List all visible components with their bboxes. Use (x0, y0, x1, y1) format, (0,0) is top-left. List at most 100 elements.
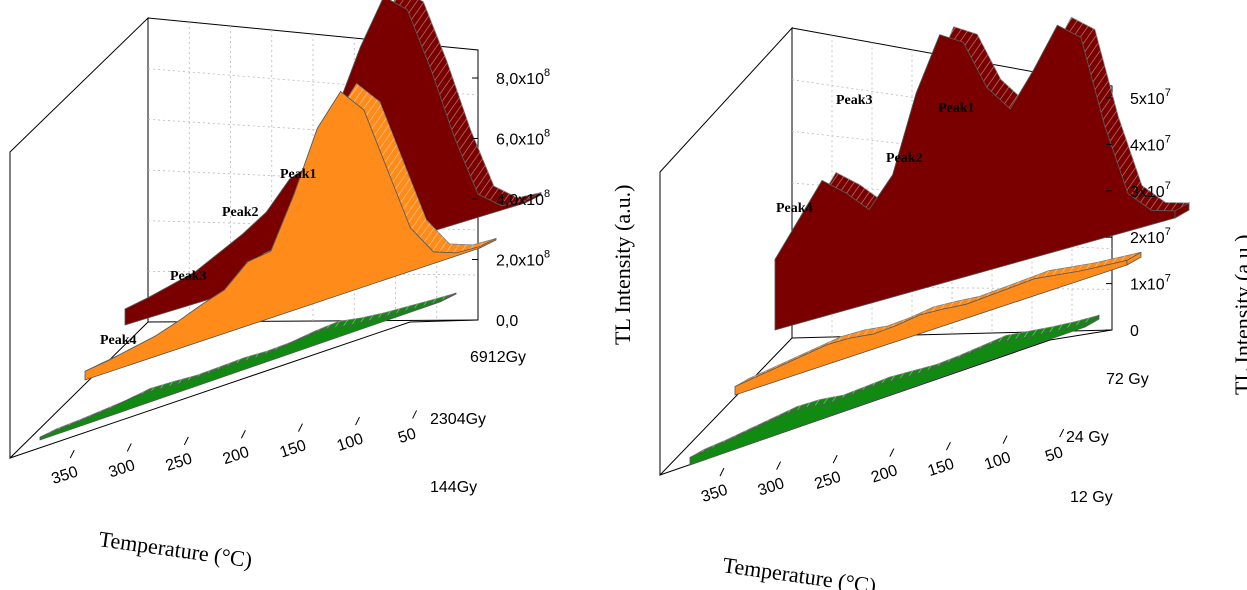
x-tick-label: 200 (869, 462, 900, 486)
left-peak1-label: Peak1 (280, 167, 317, 182)
series-end-cap (524, 192, 542, 204)
series-front-face (774, 24, 1176, 331)
x-tick: 100 (982, 435, 1013, 474)
z-tick-exponent: 7 (1165, 87, 1171, 99)
x-tick-mark (412, 410, 418, 419)
left-peak3-label: Peak3 (170, 269, 207, 284)
z-tick-exponent: 8 (544, 67, 550, 79)
z-tick-label: 2,0x108 (496, 249, 550, 270)
x-tick-mark (69, 449, 75, 459)
series-label: 12 Gy (1070, 489, 1113, 506)
x-tick: 350 (50, 449, 81, 488)
z-tick-label: 4,0x108 (496, 188, 550, 209)
series-front-face (689, 322, 1086, 466)
z-tick-label: 4x107 (1130, 133, 1171, 154)
x-tick: 200 (221, 430, 251, 468)
series-label: 2304Gy (430, 411, 486, 428)
x-tick-mark (889, 448, 895, 457)
z-tick: 0 (1106, 323, 1139, 340)
series-front-face (39, 300, 441, 441)
z-tick: 3x107 (1106, 180, 1171, 201)
x-tick-mark (945, 441, 951, 451)
left-waterfall-chart: 350 300 250 200 150 100 50 0,0 2,0x108 4,0x108 6,… (9, 0, 635, 572)
series-ribbon-hatch (40, 293, 456, 438)
x-tick-mark (126, 443, 132, 452)
grid-line (791, 285, 1113, 290)
x-tick-label: 100 (335, 431, 366, 455)
x-tick-label: 250 (164, 450, 195, 474)
series-end-cap (1126, 251, 1142, 266)
x-tick-label: 250 (812, 469, 843, 493)
x-tick-label: 350 (50, 464, 81, 488)
x-tick-label: 50 (1043, 444, 1065, 466)
right-peak3-label: Peak3 (836, 93, 873, 108)
right-peak2-label: Peak2 (886, 151, 923, 166)
series-end-cap (1174, 202, 1190, 219)
right-z-axis-ticks: 0 1x107 2x107 3x107 4x107 5x107 (1106, 87, 1171, 340)
left-series-labels: 6912Gy 2304Gy 144Gy (430, 349, 526, 496)
series-label: 24 Gy (1066, 429, 1109, 446)
left-x-axis-ticks: 350 300 250 200 150 100 50 (50, 410, 418, 488)
x-tick-label: 150 (926, 456, 957, 480)
x-tick: 150 (278, 423, 309, 462)
x-tick: 200 (869, 448, 900, 487)
series-label: 6912Gy (470, 349, 526, 366)
series-end-cap (439, 292, 457, 303)
z-tick-label: 3x107 (1130, 180, 1171, 201)
left-series (39, 0, 542, 441)
series-end-cap (1084, 314, 1100, 328)
series-ribbon-hatch (775, 17, 1189, 260)
x-tick-label: 50 (396, 425, 418, 447)
series-end-cap (479, 237, 497, 249)
z-tick-label: 0 (1130, 323, 1139, 340)
x-tick-mark (240, 430, 246, 439)
x-tick-label: 150 (278, 437, 309, 461)
left-y-axis-title: TL Intensity (a.u.) (610, 185, 635, 345)
x-tick-mark (355, 416, 360, 426)
z-tick: 2x107 (1106, 226, 1171, 247)
series-front-face (84, 90, 481, 381)
z-tick-label: 5x107 (1130, 87, 1171, 108)
x-tick: 250 (812, 454, 843, 493)
z-tick-label: 8,0x108 (496, 67, 550, 88)
right-y-axis-title: TL Intensity (a.u.) (1230, 235, 1247, 395)
x-tick-mark (719, 467, 725, 477)
x-tick: 350 (699, 467, 730, 506)
z-tick: 5x107 (1106, 87, 1171, 108)
left-peak2-label: Peak2 (222, 205, 259, 220)
z-tick-label: 6,0x108 (496, 128, 550, 149)
z-tick-exponent: 7 (1165, 226, 1171, 238)
series-front-face (734, 259, 1128, 396)
left-peak4-label: Peak4 (100, 333, 137, 348)
z-tick: 2,0x108 (472, 249, 550, 270)
series-label: 72 Gy (1106, 371, 1149, 388)
right-waterfall-chart: 350 300 250 200 150 100 50 0 1x107 2x107 3x107 4x1… (659, 16, 1247, 590)
z-tick-exponent: 7 (1165, 180, 1171, 192)
z-tick-exponent: 7 (1165, 133, 1171, 145)
x-tick-mark (776, 461, 782, 470)
z-tick: 4,0x108 (472, 188, 550, 209)
x-tick: 100 (335, 416, 366, 455)
x-tick: 300 (107, 443, 138, 481)
z-tick: 4x107 (1106, 133, 1171, 154)
right-peak4-label: Peak4 (776, 201, 813, 216)
x-tick-label: 300 (107, 457, 138, 481)
x-tick: 50 (1043, 428, 1065, 466)
z-tick: 6,0x108 (472, 128, 550, 149)
z-tick-label: 2x107 (1130, 226, 1171, 247)
x-tick-mark (1002, 435, 1008, 444)
x-tick: 50 (396, 410, 418, 447)
series-ribbon-hatch (690, 315, 1099, 458)
z-tick-exponent: 8 (544, 249, 550, 261)
z-tick-exponent: 7 (1165, 273, 1171, 285)
x-tick-label: 300 (756, 475, 787, 499)
x-tick: 300 (756, 461, 787, 500)
series-label: 144Gy (430, 479, 477, 496)
z-tick: 1x107 (1106, 273, 1171, 294)
right-x-axis-title: Temperature (°C) (721, 552, 877, 590)
series-ribbon-hatch (735, 252, 1141, 387)
left-x-axis-title: Temperature (°C) (97, 526, 253, 572)
x-tick-label: 350 (699, 482, 730, 506)
x-tick-mark (183, 436, 189, 446)
